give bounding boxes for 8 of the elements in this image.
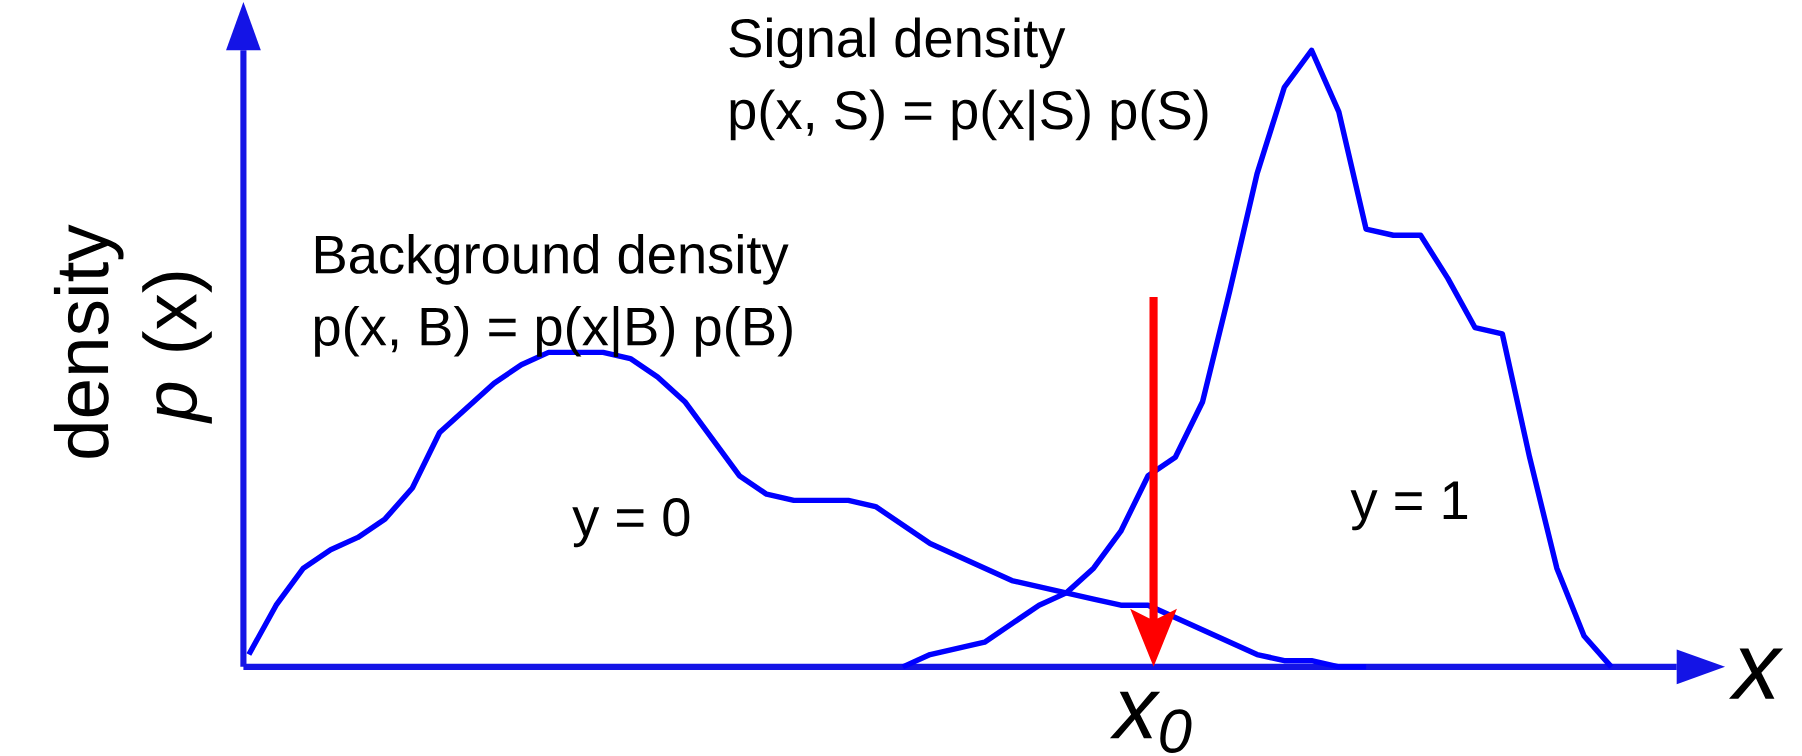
- annotation: y = 0: [572, 498, 690, 548]
- x-axis-title: x: [1729, 648, 1784, 699]
- annotation: Signal density: [729, 17, 1066, 69]
- annotation: Background density: [315, 234, 789, 285]
- annotation: p(x, B) = p(x|B) p(B): [314, 306, 792, 357]
- text: x$_{0}$: [1109, 691, 1192, 754]
- annotation: p(x, S) = p(x|S) p(S): [730, 89, 1208, 141]
- annotation: y = 1: [1350, 481, 1468, 531]
